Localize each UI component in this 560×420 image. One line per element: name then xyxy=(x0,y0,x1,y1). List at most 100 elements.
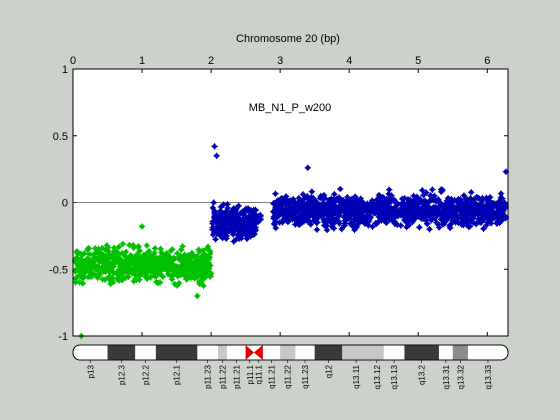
data-point xyxy=(131,271,138,278)
data-point xyxy=(134,244,142,251)
band-label: q13.2 xyxy=(418,364,427,385)
band-label: q11.21 xyxy=(268,364,277,388)
data-point xyxy=(151,249,158,257)
data-point xyxy=(88,269,95,276)
data-point xyxy=(197,272,204,279)
data-point xyxy=(171,268,179,275)
data-point xyxy=(156,254,163,261)
data-point xyxy=(145,247,153,255)
x-axis: 0 1 2 3 4 5 6 xyxy=(70,55,490,336)
data-points xyxy=(71,143,510,340)
data-point-outlier xyxy=(194,292,201,300)
y-tick-label: 0 xyxy=(62,198,68,210)
data-point xyxy=(166,253,174,261)
band-label: q11.22 xyxy=(284,364,293,388)
band-label: q12 xyxy=(324,364,333,378)
data-point xyxy=(118,277,126,284)
data-point xyxy=(106,255,113,262)
data-point xyxy=(174,263,181,270)
data-point xyxy=(186,273,194,280)
x-tick-label: 3 xyxy=(277,55,283,67)
band-label: q13.11 xyxy=(352,364,361,388)
data-point xyxy=(186,267,193,274)
data-point xyxy=(98,252,105,260)
data-point xyxy=(106,273,113,280)
data-point xyxy=(89,260,96,267)
data-point xyxy=(204,265,211,272)
data-point xyxy=(107,264,115,271)
data-point xyxy=(205,246,213,254)
data-point xyxy=(118,268,126,275)
data-point xyxy=(180,272,188,279)
data-point xyxy=(133,276,140,283)
data-point xyxy=(146,266,154,274)
data-point xyxy=(125,260,133,267)
ideogram-band xyxy=(107,345,136,360)
ideogram-band xyxy=(314,345,343,360)
band-label: p11.23 xyxy=(204,364,213,388)
x-tick-label: 0 xyxy=(70,55,76,67)
data-point xyxy=(86,251,93,258)
data-point xyxy=(154,270,161,277)
y-tick-label: -1 xyxy=(58,331,68,343)
data-point xyxy=(202,256,209,264)
data-point-outlier xyxy=(138,223,146,230)
band-label: p13 xyxy=(86,364,95,378)
data-point xyxy=(99,263,107,270)
data-point xyxy=(95,272,102,279)
band-label: p11.21 xyxy=(232,364,241,388)
sample-annotation: MB_N1_P_w200 xyxy=(249,102,332,114)
ideogram-band xyxy=(369,345,384,360)
band-label: p12.3 xyxy=(117,364,126,385)
data-point xyxy=(97,257,104,264)
band-label: q11.1 xyxy=(254,364,263,384)
data-point xyxy=(187,254,195,261)
ideogram-band xyxy=(218,345,227,360)
ideogram-band xyxy=(342,345,370,360)
band-label: q13.12 xyxy=(373,364,382,389)
band-label: q13.32 xyxy=(456,364,465,389)
data-point xyxy=(183,276,190,283)
data-point xyxy=(109,251,116,258)
data-point xyxy=(147,254,155,261)
ideogram-band xyxy=(155,345,198,360)
data-point xyxy=(105,247,112,255)
data-point xyxy=(159,259,166,267)
y-tick-label: -0.5 xyxy=(49,264,68,276)
data-point xyxy=(159,273,167,280)
band-label: q13.33 xyxy=(484,364,493,389)
data-point xyxy=(131,266,138,273)
data-point xyxy=(142,271,150,278)
data-point xyxy=(164,261,171,269)
data-point xyxy=(138,270,145,277)
data-point xyxy=(195,278,203,285)
data-point xyxy=(119,240,126,248)
data-point xyxy=(179,243,186,250)
data-point xyxy=(127,252,134,259)
data-point xyxy=(197,263,204,270)
data-point xyxy=(164,268,172,275)
data-point xyxy=(74,249,81,257)
data-point xyxy=(171,280,178,288)
y-tick-label: 1 xyxy=(62,64,68,76)
data-point xyxy=(136,247,144,255)
data-point xyxy=(149,263,157,271)
data-point xyxy=(199,275,206,283)
x-tick-label: 5 xyxy=(415,55,421,67)
band-label: p12.1 xyxy=(173,364,182,385)
data-point xyxy=(174,250,181,257)
band-label: p12.2 xyxy=(142,364,151,385)
data-point xyxy=(182,259,190,267)
data-point xyxy=(81,250,88,257)
data-point xyxy=(85,245,92,252)
x-tick-label: 4 xyxy=(346,55,352,67)
x-tick-label: 6 xyxy=(484,55,490,67)
data-point xyxy=(157,245,164,253)
data-point xyxy=(131,259,138,266)
data-point xyxy=(126,241,133,249)
data-point xyxy=(169,246,176,253)
data-point xyxy=(160,251,167,258)
x-tick-label: 1 xyxy=(139,55,145,67)
data-point xyxy=(83,262,90,269)
data-point xyxy=(93,255,100,262)
